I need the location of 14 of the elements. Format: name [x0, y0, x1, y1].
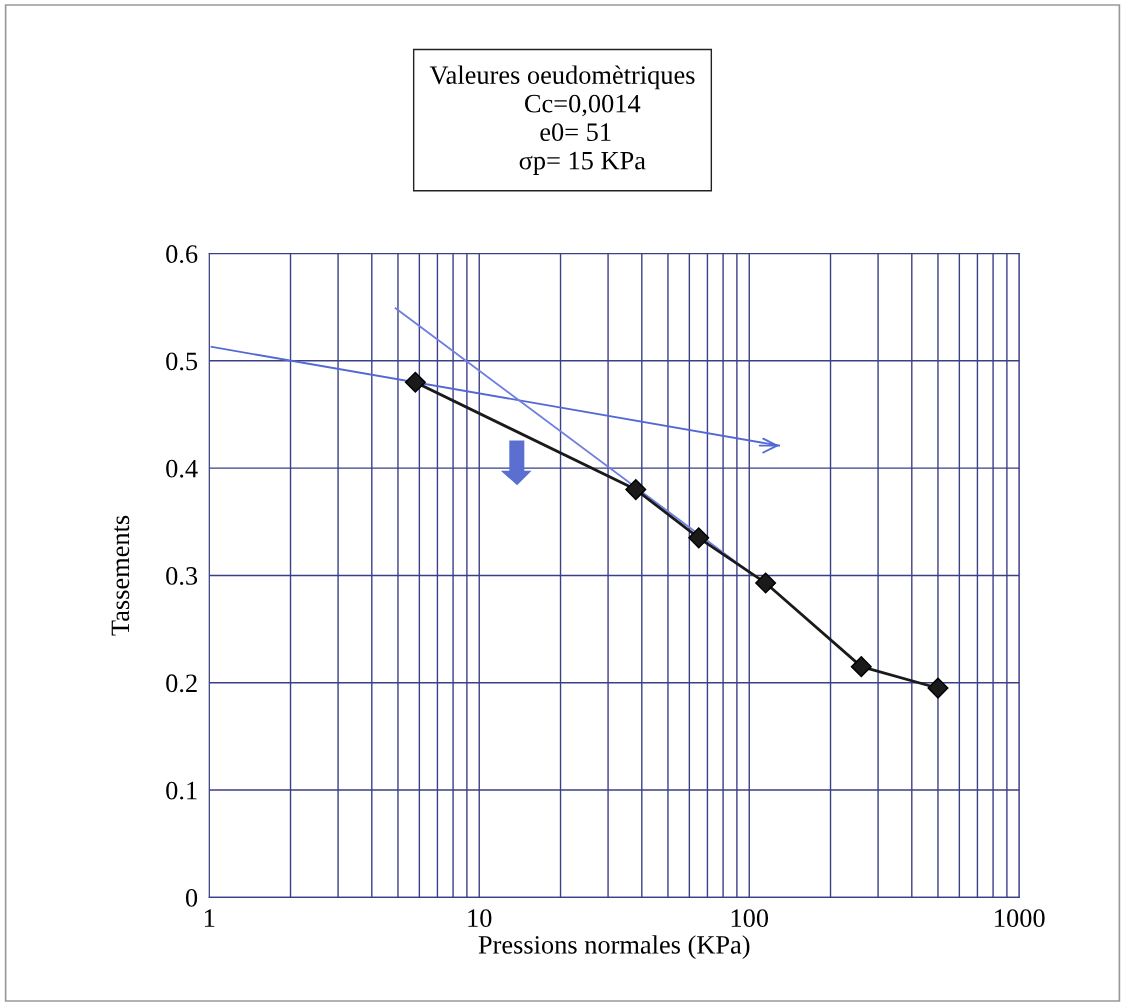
y-axis-title: Tassements [111, 515, 130, 636]
x-tick-label: 1000 [995, 909, 1045, 928]
y-tick-label: 0.2 [166, 674, 197, 693]
y-tick-label: 0.1 [166, 781, 197, 800]
y-tick-label: 0.4 [166, 459, 198, 478]
y-tick-label: 0.6 [166, 245, 198, 264]
text: Valeures oeudomètriques Cc=0,0014 e0= 51 σp= 15 KPa [429, 65, 695, 175]
x-tick-label: 100 [731, 909, 769, 928]
x-tick-label: 10 [468, 909, 492, 928]
x-tick-label: 1 [204, 909, 215, 927]
y-tick-label: 0.5 [166, 352, 198, 371]
y-tick-label: 0.3 [166, 567, 198, 585]
y-tick-label: 0 [185, 888, 198, 907]
x-axis-title: Pressions normales (KPa) [478, 935, 750, 960]
